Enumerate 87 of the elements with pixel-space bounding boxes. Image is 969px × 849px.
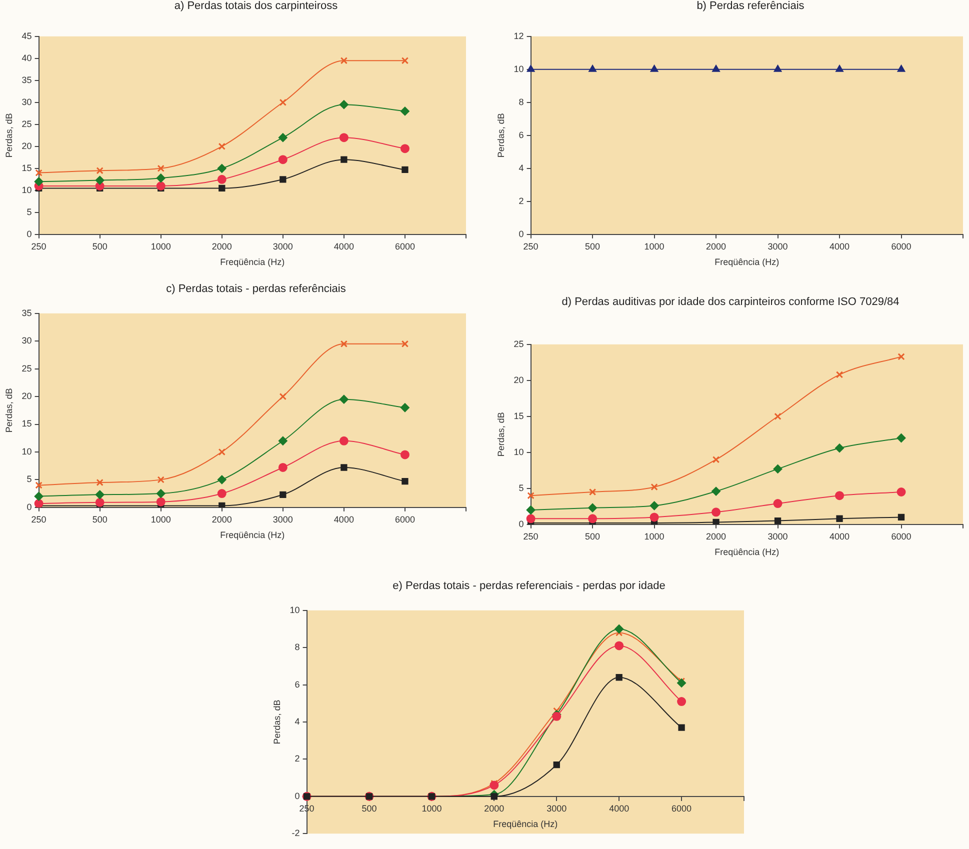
y-tick-label: 35 xyxy=(22,74,32,85)
y-axis-title: Perdas, dB xyxy=(272,700,282,744)
y-tick-label: 25 xyxy=(22,118,32,129)
y-tick-label: -2 xyxy=(292,828,300,838)
x-tick-label: 1000 xyxy=(150,241,171,252)
y-tick-label: 0 xyxy=(518,228,524,239)
y-tick-label: 40 xyxy=(22,52,32,63)
y-tick-label: 6 xyxy=(518,130,524,140)
x-tick-label: 6000 xyxy=(672,803,692,814)
x-tick-label: 6000 xyxy=(394,241,415,252)
y-axis-title: Perdas, dB xyxy=(4,113,14,158)
x-axis-title: Freqüência (Hz) xyxy=(220,257,285,268)
y-tick-label: 10 xyxy=(22,184,32,195)
x-tick-label: 6000 xyxy=(891,241,912,252)
x-tick-label: 3000 xyxy=(272,241,293,252)
y-tick-label: 25 xyxy=(514,338,524,349)
y-tick-label: 8 xyxy=(518,96,524,107)
x-tick-label: 4000 xyxy=(334,514,354,524)
x-axis-title: Freqüência (Hz) xyxy=(714,547,780,558)
y-tick-label: 6 xyxy=(294,679,300,690)
x-tick-label: 1000 xyxy=(150,514,171,524)
x-tick-label: 1000 xyxy=(422,803,442,814)
y-axis-title: Perdas, dB xyxy=(496,412,506,457)
x-tick-label: 250 xyxy=(523,241,538,252)
x-tick-label: 250 xyxy=(31,514,46,524)
x-tick-label: 6000 xyxy=(394,514,415,524)
y-tick-label: 0 xyxy=(518,518,524,529)
x-axis-title: Freqüência (Hz) xyxy=(714,257,780,268)
x-tick-label: 1000 xyxy=(644,241,664,252)
y-tick-label: 15 xyxy=(22,418,32,429)
chart-title: a) Perdas totais dos carpinteiross xyxy=(173,0,339,13)
x-tick-label: 3000 xyxy=(768,241,788,252)
x-tick-label: 3000 xyxy=(768,531,788,542)
x-tick-label: 500 xyxy=(92,514,108,524)
y-tick-label: 2 xyxy=(518,196,524,206)
y-tick-label: 35 xyxy=(22,308,32,318)
y-tick-label: 10 xyxy=(514,64,524,74)
y-tick-label: 0 xyxy=(26,502,32,512)
y-tick-label: 15 xyxy=(514,410,524,421)
x-tick-label: 2000 xyxy=(484,803,504,814)
y-tick-label: 10 xyxy=(22,446,32,456)
x-axis-title: Freqüência (Hz) xyxy=(493,819,558,830)
y-tick-label: 5 xyxy=(26,474,32,484)
x-tick-label: 4000 xyxy=(609,803,630,814)
chart-title: e) Perdas totais - perdas referenciais - perdas por idade xyxy=(392,580,666,593)
y-tick-label: 0 xyxy=(294,790,300,801)
y-tick-label: 30 xyxy=(22,336,32,346)
x-tick-label: 3000 xyxy=(272,514,293,524)
y-tick-label: 2 xyxy=(294,754,300,764)
chart-title: c) Perdas totais - perdas referênciais xyxy=(165,283,347,296)
y-tick-label: 10 xyxy=(514,446,524,457)
y-tick-label: 12 xyxy=(514,30,524,41)
x-tick-label: 4000 xyxy=(830,241,850,252)
x-tick-label: 250 xyxy=(31,241,46,252)
y-tick-label: 5 xyxy=(518,482,524,493)
y-tick-label: 4 xyxy=(518,162,524,173)
x-tick-label: 3000 xyxy=(546,803,567,814)
x-tick-label: 6000 xyxy=(891,531,912,542)
y-tick-label: 0 xyxy=(26,228,32,239)
x-tick-label: 1000 xyxy=(644,531,664,542)
y-axis-title: Perdas, dB xyxy=(496,113,506,158)
x-tick-label: 500 xyxy=(585,241,600,252)
x-axis-title: Freqüência (Hz) xyxy=(220,530,285,540)
x-tick-label: 2000 xyxy=(706,241,726,252)
x-tick-label: 4000 xyxy=(334,241,354,252)
x-tick-label: 2000 xyxy=(212,514,232,524)
y-tick-label: 5 xyxy=(26,206,32,217)
x-tick-label: 250 xyxy=(523,531,538,542)
y-tick-label: 20 xyxy=(514,374,524,385)
x-tick-label: 500 xyxy=(92,241,108,252)
x-tick-label: 2000 xyxy=(212,241,232,252)
y-tick-label: 8 xyxy=(294,642,300,652)
y-tick-label: 25 xyxy=(22,363,32,374)
x-tick-label: 500 xyxy=(362,803,377,814)
y-tick-label: 10 xyxy=(290,604,300,615)
y-axis-title: Perdas, dB xyxy=(4,388,14,433)
x-tick-label: 2000 xyxy=(706,531,726,542)
y-tick-label: 20 xyxy=(22,391,32,402)
y-tick-label: 4 xyxy=(294,716,300,726)
chart-title: b) Perdas referênciais xyxy=(696,0,806,13)
y-tick-label: 45 xyxy=(22,30,32,41)
chart-title: d) Perdas auditivas por idade dos carpinteiros conforme ISO 7029/84 xyxy=(560,296,900,309)
y-tick-label: 20 xyxy=(22,140,32,151)
x-tick-label: 4000 xyxy=(830,531,850,542)
y-tick-label: 30 xyxy=(22,96,32,107)
x-tick-label: 500 xyxy=(585,531,600,542)
y-tick-label: 15 xyxy=(22,162,32,173)
